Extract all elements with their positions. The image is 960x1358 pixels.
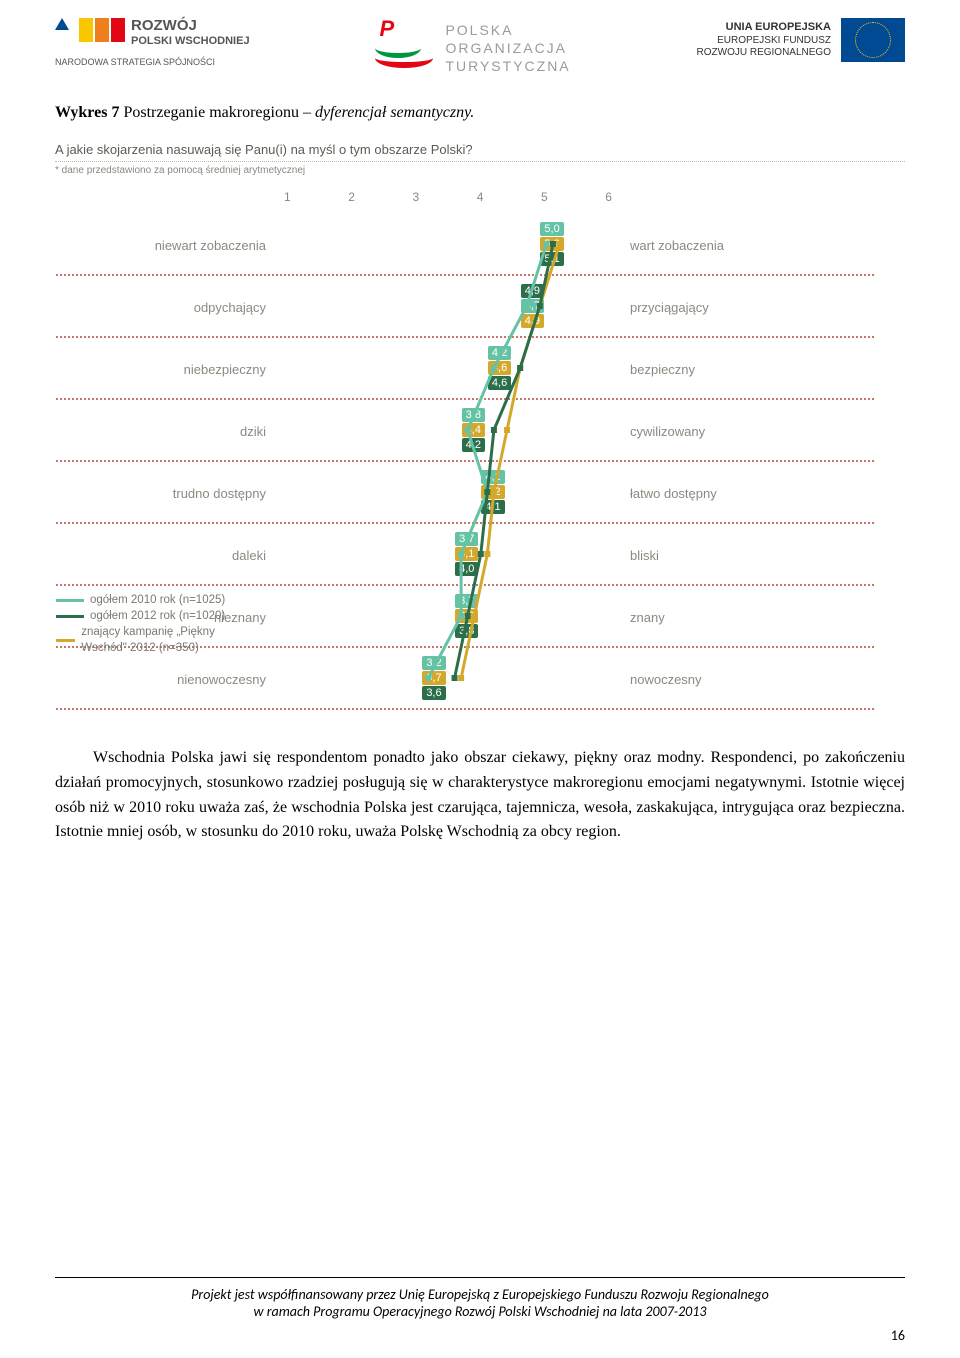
- right-label: bliski: [616, 524, 876, 586]
- legend-swatch: [56, 639, 75, 642]
- chart-row-mid: 3,74,14,0: [280, 524, 616, 586]
- polska-swoosh-icon: P: [375, 18, 435, 78]
- chart-row-mid: 3,23,73,6: [280, 648, 616, 710]
- legend-item: ogółem 2010 rok (n=1025): [56, 592, 256, 608]
- chart-row-mid: 4,24,64,6: [280, 338, 616, 400]
- value-badge: 4,4: [462, 423, 485, 437]
- star-icon: [55, 18, 69, 30]
- logo-mid-l1: POLSKA: [445, 21, 570, 39]
- chart-row-mid: 3,73,93,8: [280, 586, 616, 648]
- value-badge: 3,7: [422, 671, 445, 685]
- value-badge: 4,9: [521, 284, 544, 298]
- legend-label: ogółem 2010 rok (n=1025): [90, 592, 225, 608]
- axis-tick: 4: [477, 190, 484, 204]
- value-badge: 4,2: [462, 438, 485, 452]
- chart-row-mid: 3,84,44,2: [280, 400, 616, 462]
- value-badge: 5,2: [540, 237, 563, 251]
- value-badge: 4,2: [488, 346, 511, 360]
- axis-tick: 5: [541, 190, 548, 204]
- value-badge: 3,2: [422, 656, 445, 670]
- logo-eu: UNIA EUROPEJSKA EUROPEJSKI FUNDUSZ ROZWO…: [697, 18, 905, 62]
- axis-tick: 1: [284, 190, 291, 204]
- chart-legend: ogółem 2010 rok (n=1025)ogółem 2012 rok …: [56, 592, 256, 656]
- legend-swatch: [56, 599, 84, 602]
- logo-rozwoj: ROZWÓJ POLSKI WSCHODNIEJ NARODOWA STRATE…: [55, 18, 250, 67]
- left-label: niewart zobaczenia: [55, 214, 280, 276]
- value-badge: 4,1: [481, 470, 504, 484]
- logo-right-l3: ROZWOJU REGIONALNEGO: [697, 47, 831, 59]
- right-label: przyciągający: [616, 276, 876, 338]
- value-badge: 4,6: [488, 361, 511, 375]
- value-badge: 3,7: [455, 594, 478, 608]
- logo-right-l2: EUROPEJSKI FUNDUSZ: [697, 35, 831, 47]
- footer-line2: w ramach Programu Operacyjnego Rozwój Po…: [55, 1303, 905, 1320]
- chart-question: A jakie skojarzenia nasuwają się Panu(i)…: [55, 142, 905, 162]
- eu-flag-icon: [841, 18, 905, 62]
- chart-axis: 1 2 3 4 5 6: [280, 190, 616, 214]
- axis-tick: 3: [413, 190, 420, 204]
- value-badge: 4,1: [455, 547, 478, 561]
- left-label: trudno dostępny: [55, 462, 280, 524]
- logo-mid-l3: TURYSTYCZNA: [445, 57, 570, 75]
- value-badge: 4,2: [481, 485, 504, 499]
- left-label: niebezpieczny: [55, 338, 280, 400]
- left-label: odpychający: [55, 276, 280, 338]
- value-badge: 4,6: [488, 376, 511, 390]
- body-text: Wschodnia Polska jawi się respondentom p…: [55, 746, 905, 845]
- chart-subnote: * dane przedstawiono za pomocą średniej …: [55, 165, 905, 176]
- right-label: bezpieczny: [616, 338, 876, 400]
- figure-num: Wykres 7: [55, 104, 123, 121]
- right-label: łatwo dostępny: [616, 462, 876, 524]
- value-badge: 5,1: [540, 252, 563, 266]
- legend-item: ogółem 2012 rok (n=1020): [56, 608, 256, 624]
- legend-label: znający kampanię „Piękny Wschód" 2012 (n…: [81, 624, 256, 656]
- page-footer: Projekt jest współfinansowany przez Unię…: [55, 1277, 905, 1320]
- legend-swatch: [56, 615, 84, 618]
- header-logos: ROZWÓJ POLSKI WSCHODNIEJ NARODOWA STRATE…: [0, 0, 960, 86]
- figure-title-italic: dyferencjał semantyczny.: [315, 104, 474, 121]
- right-label: znany: [616, 586, 876, 648]
- right-label: wart zobaczenia: [616, 214, 876, 276]
- body-paragraph: Wschodnia Polska jawi się respondentom p…: [55, 746, 905, 845]
- chart-row-mid: 4,14,24,1: [280, 462, 616, 524]
- logo-mid-l2: ORGANIZACJA: [445, 39, 570, 57]
- axis-tick: 6: [605, 190, 612, 204]
- axis-tick: 2: [348, 190, 355, 204]
- value-badge: 3,7: [455, 532, 478, 546]
- value-badge: 3,8: [455, 624, 478, 638]
- left-label: dziki: [55, 400, 280, 462]
- left-label: daleki: [55, 524, 280, 586]
- footer-line1: Projekt jest współfinansowany przez Unię…: [55, 1286, 905, 1303]
- chart-row-mid: 4,94,74,9: [280, 276, 616, 338]
- value-badge: 3,8: [462, 408, 485, 422]
- logo-left-l2: POLSKI WSCHODNIEJ: [131, 35, 250, 47]
- figure-title: Wykres 7 Postrzeganie makroregionu – dyf…: [55, 104, 905, 122]
- right-label: nowoczesny: [616, 648, 876, 710]
- value-badge: 3,9: [455, 609, 478, 623]
- chart-row-mid: 5,05,25,1: [280, 214, 616, 276]
- legend-label: ogółem 2012 rok (n=1020): [90, 608, 225, 624]
- value-badge: 4,9: [521, 314, 544, 328]
- logo-left-l3: NARODOWA STRATEGIA SPÓJNOŚCI: [55, 57, 215, 67]
- logo-pot: P POLSKA ORGANIZACJA TURYSTYCZNA: [375, 18, 570, 78]
- value-badge: 4,7: [521, 299, 544, 313]
- page-number: 16: [891, 1327, 905, 1344]
- right-label: cywilizowany: [616, 400, 876, 462]
- logo-left-l1: ROZWÓJ: [131, 18, 250, 35]
- figure-title-regular: Postrzeganie makroregionu –: [123, 104, 315, 121]
- left-label: nienowoczesny: [55, 648, 280, 710]
- value-badge: 4,0: [455, 562, 478, 576]
- value-badge: 5,0: [540, 222, 563, 236]
- value-badge: 3,6: [422, 686, 445, 700]
- value-badge: 4,1: [481, 500, 504, 514]
- legend-item: znający kampanię „Piękny Wschód" 2012 (n…: [56, 624, 256, 656]
- logo-right-l1: UNIA EUROPEJSKA: [697, 21, 831, 34]
